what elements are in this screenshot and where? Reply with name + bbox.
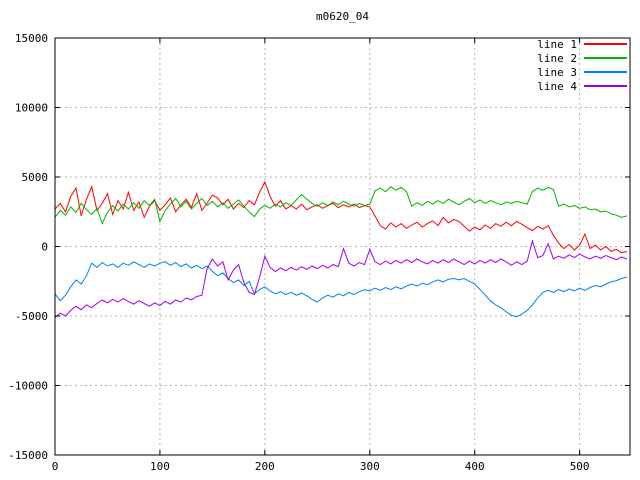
legend-item-line-3: line 3 [537, 65, 627, 79]
y-tick-label: 5000 [22, 171, 49, 184]
legend-label: line 2 [537, 51, 577, 65]
x-tick-label: 300 [360, 460, 380, 473]
y-tick-label: 0 [41, 241, 48, 254]
y-tick-label: -10000 [8, 380, 48, 393]
y-tick-label: 15000 [15, 32, 48, 45]
y-tick-label: -15000 [8, 449, 48, 462]
legend-item-line-2: line 2 [537, 51, 627, 65]
legend: line 1 line 2 line 3 line 4 [537, 37, 627, 93]
series-line-3 [54, 261, 628, 318]
legend-line-sample-icon [584, 57, 627, 59]
x-tick-label: 100 [150, 460, 170, 473]
x-tick-label: 0 [52, 460, 59, 473]
legend-line-sample-icon [584, 85, 627, 87]
legend-line-sample-icon [584, 71, 627, 73]
y-tick-label: -5000 [15, 310, 48, 323]
x-tick-label: 500 [570, 460, 590, 473]
chart-title: m0620_04 [316, 10, 369, 23]
series-line-4 [54, 239, 628, 318]
x-tick-label: 400 [465, 460, 485, 473]
legend-label: line 1 [537, 37, 577, 51]
legend-label: line 4 [537, 79, 577, 93]
legend-line-sample-icon [584, 43, 627, 45]
series-line-1 [54, 180, 628, 254]
legend-item-line-1: line 1 [537, 37, 627, 51]
y-tick-label: 10000 [15, 102, 48, 115]
series-line-2 [54, 186, 628, 225]
legend-label: line 3 [537, 65, 577, 79]
legend-item-line-4: line 4 [537, 79, 627, 93]
x-tick-label: 200 [255, 460, 275, 473]
